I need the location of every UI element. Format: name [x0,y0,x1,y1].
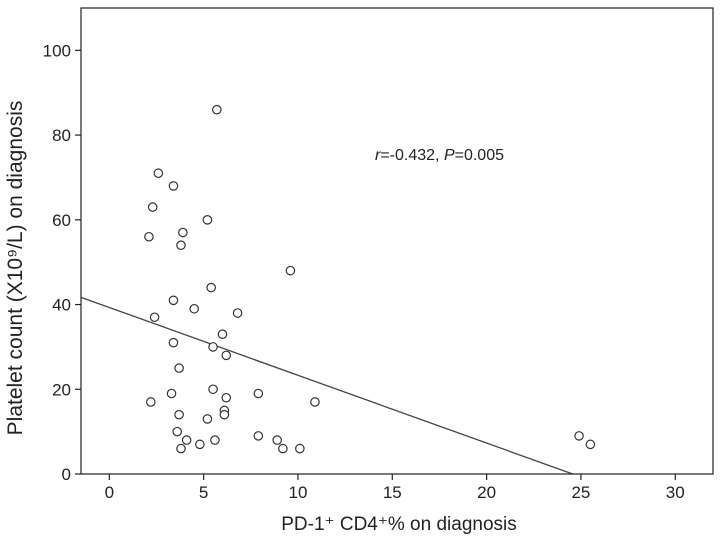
x-tick-label: 5 [199,483,208,502]
x-tick-label: 10 [288,483,307,502]
x-axis-label: PD-1⁺ CD4⁺% on diagnosis [281,514,517,535]
data-point [221,350,232,361]
y-axis-label: Platelet count (X10⁹/L) on diagnosis [4,101,27,436]
x-tick-label: 25 [571,483,590,502]
data-point [144,231,154,242]
data-point [574,431,584,441]
data-point [174,363,184,373]
x-axis-ticks: 0 5 10 15 20 25 30 [105,474,685,502]
x-tick-label: 30 [666,483,685,502]
y-tick-label: 20 [52,380,71,399]
data-points [144,104,596,454]
data-point [166,388,177,399]
data-point [176,443,186,454]
x-tick-label: 15 [383,483,402,502]
data-point [217,329,228,339]
data-point [181,435,192,445]
data-point [206,282,216,293]
y-tick-label: 100 [43,41,71,60]
data-point [202,414,213,424]
r-value: =-0.432, [380,147,444,164]
data-point [208,384,218,395]
data-point [149,312,160,323]
data-point [278,443,288,454]
data-point [310,397,320,407]
data-point [295,443,305,454]
data-point [221,392,232,403]
data-point [153,168,164,179]
data-point [232,308,243,318]
r-symbol: r [375,147,381,164]
data-point [168,181,179,191]
data-point [585,439,596,450]
data-point [272,435,283,445]
y-axis-ticks: 0 20 40 60 80 100 [43,41,81,484]
data-point [168,337,179,348]
data-point [253,431,264,441]
x-tick-label: 20 [477,483,496,502]
y-tick-label: 60 [52,211,71,230]
data-point [210,435,220,445]
data-point [176,240,186,251]
data-point [195,439,205,450]
regression-line [80,296,573,475]
x-tick-label: 0 [105,483,114,502]
correlation-annotation: r=-0.432, P=0.005 [375,147,504,164]
data-point [174,409,184,420]
p-symbol: P [444,147,455,164]
p-value: =0.005 [455,147,504,164]
data-point [285,265,296,276]
data-point [208,342,218,352]
data-point [212,104,222,115]
data-point [178,227,188,238]
y-tick-label: 0 [62,465,71,484]
data-point [189,303,199,314]
plot-frame [80,7,714,475]
y-tick-label: 40 [52,296,71,315]
data-point [146,397,156,407]
data-point [202,215,213,225]
data-point [253,388,264,399]
y-tick-label: 80 [52,126,71,145]
data-point [147,202,158,212]
data-point [168,295,179,306]
data-point [172,426,183,437]
data-point [219,409,230,420]
